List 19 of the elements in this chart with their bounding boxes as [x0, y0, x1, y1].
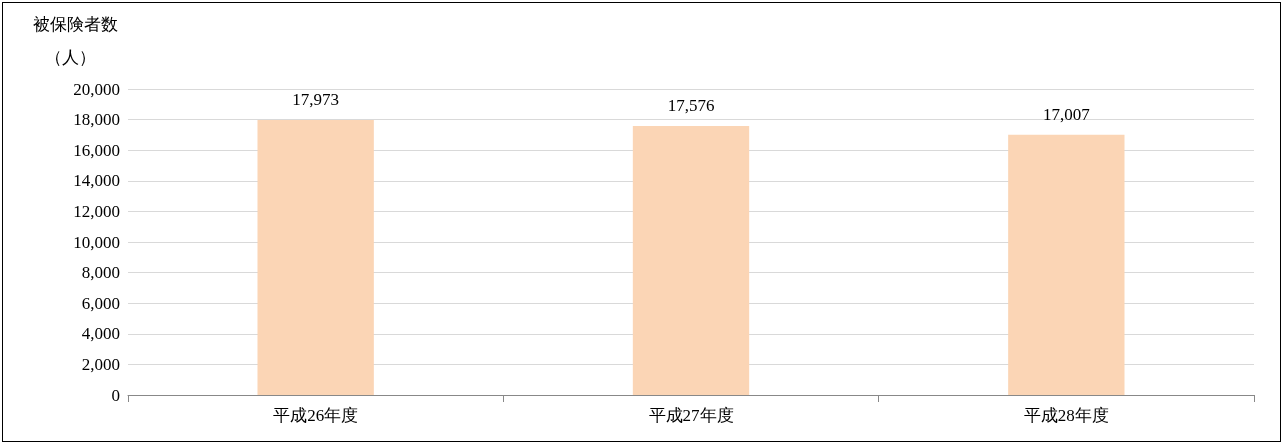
y-tick-label: 12,000 — [73, 201, 120, 221]
data-label: 17,007 — [1042, 104, 1091, 124]
y-tick-label: 6,000 — [81, 293, 120, 313]
text: （人） — [45, 48, 96, 67]
x-tick-label: 平成28年度 — [1023, 406, 1109, 425]
y-tick-label: 4,000 — [81, 324, 120, 344]
y-tick-label: 8,000 — [81, 263, 120, 283]
y-tick-label: 20,000 — [73, 79, 120, 99]
y-axis-title: 被保険者数 — [33, 15, 118, 34]
y-tick-label: 14,000 — [73, 171, 120, 191]
y-tick-label: 0 — [111, 385, 120, 405]
y-tick-label: 2,000 — [81, 354, 120, 374]
data-label: 17,973 — [292, 90, 340, 110]
data-label: 17,576 — [667, 96, 715, 116]
y-tick-label: 16,000 — [73, 140, 120, 160]
x-tick-label: 平成26年度 — [273, 406, 359, 425]
x-tick-label: 平成27年度 — [648, 406, 734, 425]
y-tick-label: 18,000 — [73, 110, 120, 130]
y-tick-label: 10,000 — [73, 232, 120, 252]
